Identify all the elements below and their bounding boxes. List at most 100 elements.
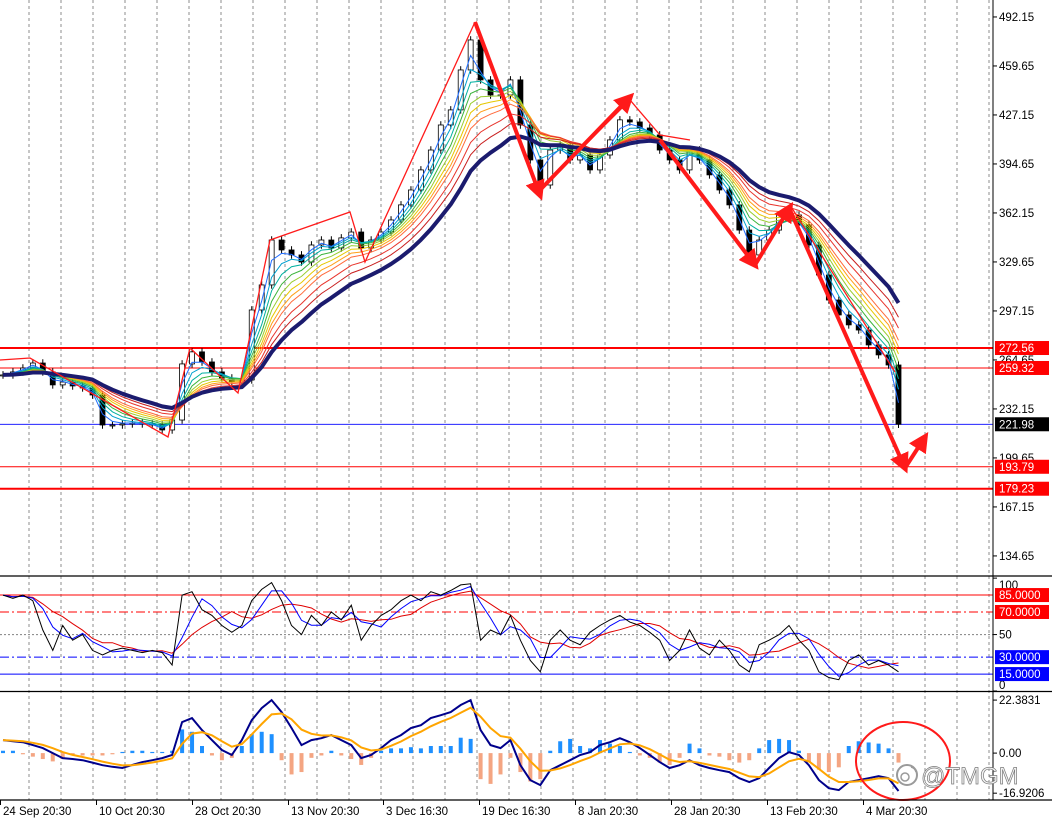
price-level-label: 193.79 <box>999 462 1034 474</box>
candle <box>626 119 633 123</box>
level-lines-layer <box>0 347 993 490</box>
candle <box>617 119 623 141</box>
histogram-bar <box>717 753 722 757</box>
price-level-box <box>995 341 1049 356</box>
macd-layer <box>1 698 901 792</box>
histogram-bar <box>259 731 264 754</box>
histogram-bar <box>80 753 85 756</box>
candle <box>895 364 902 425</box>
candle <box>318 239 325 246</box>
price-tick-label: 427.15 <box>999 110 1034 122</box>
histogram-bar <box>727 753 732 761</box>
histogram-bar <box>757 748 762 754</box>
histogram-bar <box>468 738 473 754</box>
histogram-bar <box>110 753 115 755</box>
candle <box>547 149 554 186</box>
ribbon-ma-line <box>2 123 899 413</box>
candle <box>855 324 862 331</box>
histogram-bar <box>249 734 254 754</box>
histogram-bar <box>389 748 394 754</box>
price-tick-label: 362.15 <box>999 208 1034 220</box>
histogram-bar <box>876 743 881 754</box>
histogram-bar <box>588 748 593 754</box>
oscillator-level-label: 30.0000 <box>999 652 1041 664</box>
histogram-bar <box>309 753 314 758</box>
histogram-bar <box>598 740 602 754</box>
trend-arrow <box>753 201 794 267</box>
annotation-layer <box>0 21 951 801</box>
histogram-bar <box>60 753 65 760</box>
histogram-bar <box>787 740 792 754</box>
candle <box>119 423 126 426</box>
histogram-bar <box>866 742 871 754</box>
trend-arrow <box>658 138 759 270</box>
histogram-bar <box>190 731 195 754</box>
candle <box>328 239 335 249</box>
histogram-bar <box>508 753 513 758</box>
oscillator-layer <box>0 581 993 681</box>
trend-arrow <box>473 21 545 201</box>
macd-tick-label: 22.3831 <box>999 695 1041 707</box>
price-tick-label: 394.65 <box>999 159 1034 171</box>
oscillator-main-line <box>2 581 899 681</box>
candle <box>736 204 743 231</box>
time-tick-label: 24 Sep 20:30 <box>3 806 71 818</box>
histogram-bar <box>40 753 45 760</box>
histogram-bar <box>100 753 105 756</box>
histogram-bar <box>319 753 324 756</box>
histogram-bar <box>438 746 443 754</box>
histogram-bar <box>498 753 503 775</box>
ribbon-ma-line <box>2 103 899 418</box>
histogram-bar <box>548 750 553 754</box>
histogram-bar <box>777 738 782 754</box>
histogram-bar <box>448 746 453 754</box>
oscillator-level-box <box>995 650 1049 665</box>
trend-arrow <box>538 92 635 192</box>
price-level-box <box>995 417 1049 432</box>
histogram-bar <box>10 750 15 754</box>
ribbon-ma-line <box>2 80 899 427</box>
oscillator-fast-line <box>2 585 899 677</box>
histogram-bar <box>160 751 165 754</box>
macd-tick-label: -16.9206 <box>999 788 1044 800</box>
histogram-bar <box>886 748 891 754</box>
histogram-bar <box>200 746 204 754</box>
histogram-bar <box>478 753 483 780</box>
ribbon-ma-line <box>2 87 899 425</box>
histogram-bar <box>747 753 752 761</box>
histogram-bar <box>50 753 55 762</box>
histogram-bar <box>339 753 344 756</box>
histogram-bar <box>528 753 533 782</box>
histogram-bar <box>408 747 413 754</box>
price-tick-label: 167.15 <box>999 502 1034 514</box>
histogram-bar <box>568 738 573 754</box>
histogram-bar <box>797 750 801 754</box>
histogram-bar <box>806 753 811 763</box>
price-level-label: 179.23 <box>999 484 1034 496</box>
oscillator-level-label: 85.0000 <box>999 590 1041 602</box>
price-level-label: 259.32 <box>999 363 1034 375</box>
oscillator-level-label: 70.0000 <box>999 607 1041 619</box>
watermark: @TMGM <box>896 763 1019 790</box>
price-level-box <box>995 360 1049 375</box>
oscillator-level-label: 15.0000 <box>999 669 1041 681</box>
watermark-logo-icon <box>896 764 918 786</box>
ribbon-ma-line <box>2 113 899 415</box>
histogram-bar <box>150 751 155 754</box>
candle <box>109 424 116 427</box>
time-tick-label: 19 Dec 16:30 <box>482 806 550 818</box>
oscillator-level-box <box>995 604 1049 619</box>
histogram-bar <box>896 753 901 763</box>
time-tick-label: 13 Nov 20:30 <box>291 806 359 818</box>
histogram-bar <box>657 753 662 763</box>
price-tick-label: 134.65 <box>999 551 1034 563</box>
histogram-bar <box>637 753 642 756</box>
histogram-bar <box>349 753 354 760</box>
watermark-text: @TMGM <box>921 763 1019 790</box>
histogram-bar <box>289 753 294 775</box>
ribbon-ma-line <box>2 99 899 420</box>
histogram-bar <box>399 748 403 754</box>
histogram-bar <box>737 753 742 763</box>
histogram-bar <box>130 750 135 754</box>
